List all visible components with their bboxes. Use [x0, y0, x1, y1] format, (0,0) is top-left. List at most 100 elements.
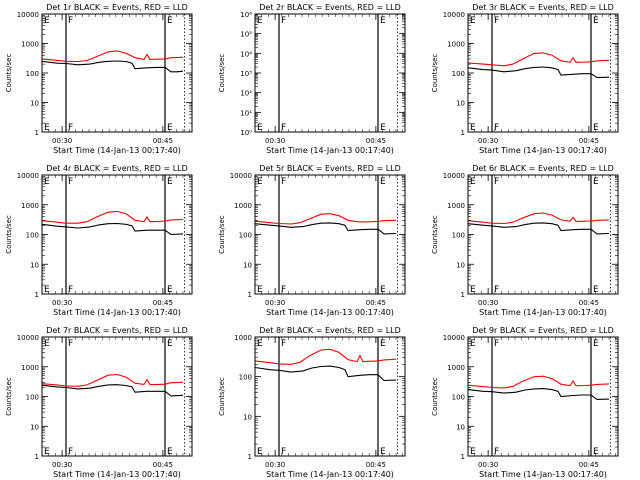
event-line-label: E: [470, 16, 476, 26]
event-line-label: F: [68, 339, 73, 349]
x-axis-label: Start Time (14-Jan-13 00:17:40): [479, 470, 607, 479]
series-lld-line: [467, 375, 610, 389]
y-tick-label: 10: [30, 100, 39, 108]
event-line-label: E: [470, 285, 476, 295]
y-tick-label: 100: [452, 394, 465, 402]
y-tick-label: 10: [30, 261, 39, 269]
event-line-label: E: [380, 285, 386, 295]
event-line-label: F: [281, 177, 286, 187]
y-axis-label: Counts/sec: [431, 54, 439, 93]
event-line-label: E: [167, 447, 173, 457]
y-axis-label: Counts/sec: [218, 54, 226, 93]
event-line-label: E: [593, 447, 599, 457]
plot-frame: [467, 336, 619, 457]
y-tick-label: 10³: [240, 70, 252, 78]
y-tick-label: 10: [456, 261, 465, 269]
event-line-label: E: [44, 177, 50, 187]
panel-title: Det 9r BLACK = Events, RED = LLD: [472, 326, 614, 335]
y-tick-label: 1000: [21, 41, 39, 49]
plot-frame: [41, 174, 193, 295]
y-tick-label: 10000: [17, 334, 39, 342]
y-tick-label: 100: [26, 394, 39, 402]
event-line-label: E: [470, 447, 476, 457]
event-line-label: E: [257, 123, 263, 133]
event-line-label: F: [281, 123, 286, 133]
y-tick-label: 1000: [234, 334, 252, 342]
y-axis-label: Counts/sec: [5, 54, 13, 93]
y-tick-label: 1: [461, 129, 465, 137]
series-events-line: [41, 384, 184, 397]
event-line-label: E: [470, 123, 476, 133]
x-axis-label: Start Time (14-Jan-13 00:17:40): [53, 308, 181, 317]
x-axis-label: Start Time (14-Jan-13 00:17:40): [479, 146, 607, 155]
series-events-line: [41, 60, 184, 73]
series-lld-line: [467, 212, 610, 225]
x-tick-label: 00:45: [366, 299, 386, 307]
y-tick-label: 10¹: [240, 109, 252, 117]
event-line-label: F: [68, 285, 73, 295]
plot-frame: [254, 13, 406, 133]
series-lld-line: [254, 213, 397, 225]
y-tick-label: 1000: [447, 41, 465, 49]
y-tick-label: 1: [35, 453, 39, 461]
event-line-label: F: [494, 16, 499, 26]
event-line-label: E: [167, 16, 173, 26]
x-axis-label: Start Time (14-Jan-13 00:17:40): [266, 308, 394, 317]
event-line-label: E: [44, 339, 50, 349]
series-lld-line: [467, 52, 610, 67]
plot-frame: [41, 13, 193, 133]
panel-det3: Det 3r BLACK = Events, RED = LLD Counts/s…: [431, 3, 619, 155]
y-tick-label: 10⁴: [240, 50, 252, 58]
x-axis-label: Start Time (14-Jan-13 00:17:40): [53, 470, 181, 479]
event-line-label: E: [257, 339, 263, 349]
panel-det4: Det 4r BLACK = Events, RED = LLD Counts/s…: [5, 164, 193, 317]
y-tick-label: 10000: [443, 172, 465, 180]
plot-frame: [467, 174, 619, 295]
x-tick-label: 00:30: [265, 299, 285, 307]
event-line-label: F: [281, 16, 286, 26]
y-tick-label: 10: [243, 261, 252, 269]
event-line-label: E: [167, 285, 173, 295]
event-line-label: E: [593, 123, 599, 133]
y-tick-label: 10000: [17, 11, 39, 19]
event-line-label: E: [380, 16, 386, 26]
y-tick-label: 1000: [234, 202, 252, 210]
y-tick-label: 1000: [21, 202, 39, 210]
y-tick-label: 1: [35, 129, 39, 137]
y-axis-label: Counts/sec: [218, 215, 226, 254]
event-line-label: F: [281, 285, 286, 295]
x-tick-label: 00:45: [153, 299, 173, 307]
x-axis-label: Start Time (14-Jan-13 00:17:40): [266, 470, 394, 479]
event-line-label: E: [44, 16, 50, 26]
y-tick-label: 10: [30, 423, 39, 431]
y-tick-label: 10: [456, 423, 465, 431]
event-line-label: E: [257, 447, 263, 457]
plot-frame: [41, 336, 193, 457]
y-tick-label: 1: [248, 291, 252, 299]
series-events-line: [41, 222, 184, 236]
x-tick-label: 00:45: [366, 461, 386, 469]
y-tick-label: 10⁵: [240, 31, 252, 39]
event-line-label: E: [593, 16, 599, 26]
event-line-label: E: [257, 177, 263, 187]
event-line-label: F: [68, 177, 73, 187]
event-line-label: F: [494, 339, 499, 349]
event-line-label: E: [593, 177, 599, 187]
event-line-label: E: [167, 339, 173, 349]
series-lld-line: [41, 50, 184, 63]
panel-title: Det 7r BLACK = Events, RED = LLD: [46, 326, 188, 335]
panel-det6: Det 6r BLACK = Events, RED = LLD Counts/s…: [431, 164, 619, 317]
event-line-label: F: [494, 285, 499, 295]
event-line-label: E: [167, 177, 173, 187]
y-tick-label: 10⁰: [240, 129, 252, 137]
y-tick-label: 100: [452, 70, 465, 78]
y-tick-label: 100: [26, 70, 39, 78]
y-axis-label: Counts/sec: [431, 377, 439, 416]
series-events-line: [254, 365, 397, 382]
panel-title: Det 8r BLACK = Events, RED = LLD: [259, 326, 401, 335]
x-tick-label: 00:30: [52, 461, 72, 469]
y-tick-label: 1: [461, 453, 465, 461]
panel-det2: Det 2r BLACK = Events, RED = LLD Counts/s…: [218, 3, 406, 155]
y-tick-label: 10: [456, 100, 465, 108]
event-line-label: F: [494, 123, 499, 133]
